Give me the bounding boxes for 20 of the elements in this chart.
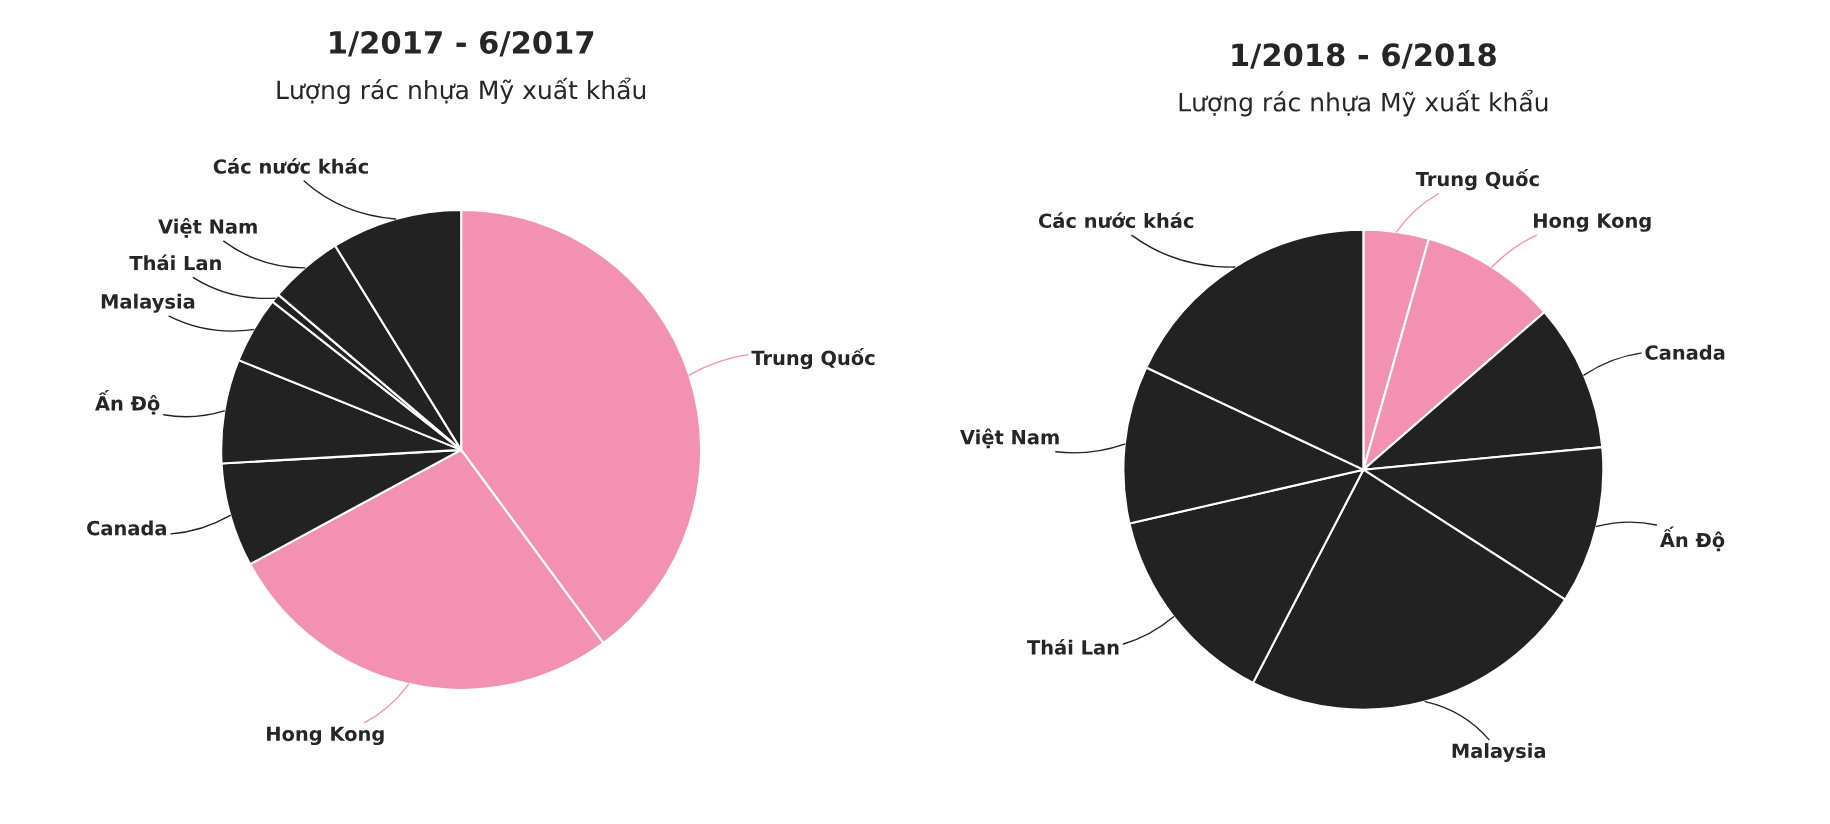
slice-label: Malaysia: [1452, 743, 1545, 763]
slice-label: Các nước khác: [1038, 212, 1194, 229]
chart-title: 1/2018 - 6/2018: [1232, 43, 1496, 69]
slice-label: Thái Lan: [1027, 638, 1119, 655]
slice-label: Canada: [1645, 344, 1725, 360]
slice-label: Hong Kong: [1534, 213, 1651, 232]
slice-label: Ấn Độ: [95, 389, 160, 415]
slice-label: Các nước khác: [213, 158, 368, 174]
slice-label: Trung Quốc: [1415, 169, 1539, 191]
slice-label: Việt Nam: [960, 428, 1059, 449]
chart-title: 1/2017 - 6/2017: [330, 30, 594, 57]
chart-subtitle: Lượng rác nhựa Mỹ xuất khẩu: [277, 77, 646, 105]
slice-label: Canada: [87, 520, 166, 536]
slice-label: Trung Quốc: [751, 347, 875, 370]
chart-subtitle: Lượng rác nhựa Mỹ xuất khẩu: [1179, 89, 1548, 117]
slice-label: Malaysia: [101, 293, 195, 313]
slice-label: Việt Nam: [158, 218, 257, 238]
slice-label: Hong Kong: [267, 726, 384, 746]
slice-label: Ấn Độ: [1659, 526, 1725, 552]
slice-label: Thái Lan: [129, 254, 221, 271]
